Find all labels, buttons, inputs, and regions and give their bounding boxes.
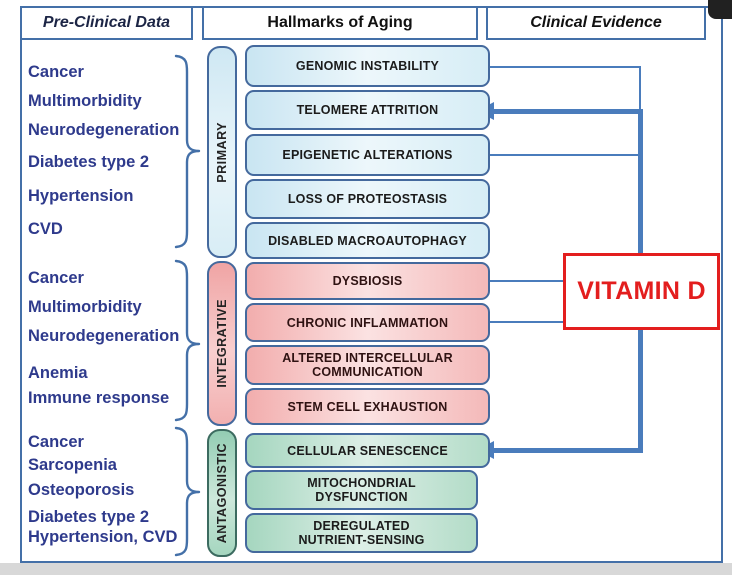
column-header-preclinical-label: Pre-Clinical Data: [42, 14, 171, 31]
group-brace-icon: [174, 54, 201, 249]
arrow-to-cellular-senescence: [492, 448, 641, 453]
arrow-to-genomic-instability: [488, 66, 641, 68]
condition-item: Hypertension, CVD: [28, 528, 178, 546]
condition-item: Diabetes type 2: [28, 508, 150, 526]
column-header-clinical-label: Clinical Evidence: [530, 14, 662, 31]
condition-item: Osteoporosis: [28, 481, 135, 499]
condition-item: Cancer: [28, 63, 84, 81]
condition-item: Hypertension: [28, 187, 134, 205]
category-pill-integrative-label: INTEGRATIVE: [215, 299, 229, 388]
condition-item: Multimorbidity: [28, 298, 142, 316]
vitamin-d-label: VITAMIN D: [577, 277, 706, 305]
group-brace-icon: [174, 259, 201, 422]
column-header-clinical: Clinical Evidence: [486, 6, 706, 40]
group-brace-icon: [174, 426, 201, 557]
arrow-vertical-line: [639, 66, 641, 113]
hallmark-box: STEM CELL EXHAUSTION: [245, 388, 490, 425]
column-header-preclinical: Pre-Clinical Data: [20, 6, 193, 40]
bottom-gray-strip: [0, 563, 732, 575]
hallmark-box: MITOCHONDRIAL DYSFUNCTION: [245, 470, 478, 510]
condition-item: Cancer: [28, 269, 84, 287]
hallmark-box: EPIGENETIC ALTERATIONS: [245, 134, 490, 176]
column-header-hallmarks: Hallmarks of Aging: [202, 6, 478, 40]
category-pill-primary-label: PRIMARY: [215, 121, 229, 183]
hallmark-box: DISABLED MACROAUTOPHAGY: [245, 222, 490, 259]
hallmark-box: DEREGULATED NUTRIENT-SENSING: [245, 513, 478, 553]
arrow-to-epigenetic-alterations: [488, 154, 641, 156]
category-pill-primary: PRIMARY: [207, 46, 237, 258]
arrow-to-dysbiosis: [488, 280, 566, 282]
arrow-to-chronic-inflammation: [488, 321, 566, 323]
condition-item: Diabetes type 2: [28, 153, 150, 171]
column-header-hallmarks-label: Hallmarks of Aging: [267, 14, 413, 31]
vitamin-d-box: VITAMIN D: [563, 253, 720, 330]
hallmark-box: CHRONIC INFLAMMATION: [245, 303, 490, 342]
hallmark-box: LOSS OF PROTEOSTASIS: [245, 179, 490, 219]
category-pill-antagonistic: ANTAGONISTIC: [207, 429, 237, 557]
condition-item: Neurodegeneration: [28, 327, 180, 345]
corner-overlay-icon[interactable]: [708, 0, 732, 19]
category-pill-integrative: INTEGRATIVE: [207, 261, 237, 426]
category-pill-antagonistic-label: ANTAGONISTIC: [215, 442, 229, 544]
hallmark-box: ALTERED INTERCELLULAR COMMUNICATION: [245, 345, 490, 385]
condition-item: Anemia: [28, 364, 88, 382]
hallmark-box: GENOMIC INSTABILITY: [245, 45, 490, 87]
condition-item: Multimorbidity: [28, 92, 142, 110]
hallmark-box: TELOMERE ATTRITION: [245, 90, 490, 130]
condition-item: Immune response: [28, 389, 170, 407]
condition-item: Neurodegeneration: [28, 121, 180, 139]
condition-item: CVD: [28, 220, 63, 238]
hallmark-box: DYSBIOSIS: [245, 262, 490, 300]
hallmark-box: CELLULAR SENESCENCE: [245, 433, 490, 468]
condition-item: Cancer: [28, 433, 84, 451]
arrow-to-telomere-attrition: [492, 109, 641, 114]
condition-item: Sarcopenia: [28, 456, 117, 474]
